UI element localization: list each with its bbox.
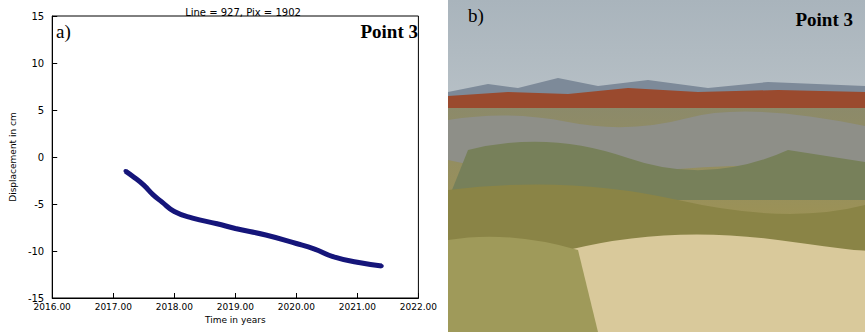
svg-text:0: 0 <box>38 152 44 163</box>
svg-text:b): b) <box>468 5 484 27</box>
svg-text:5: 5 <box>38 105 44 116</box>
svg-text:-5: -5 <box>34 199 44 210</box>
svg-text:2022.00: 2022.00 <box>400 302 437 312</box>
svg-text:15: 15 <box>31 11 44 22</box>
svg-text:Time in years: Time in years <box>204 315 266 325</box>
svg-text:Point 3: Point 3 <box>795 9 853 30</box>
svg-text:2019.00: 2019.00 <box>217 302 254 312</box>
svg-text:Displacement in cm: Displacement in cm <box>8 112 18 202</box>
svg-text:Line = 927, Pix = 1902: Line = 927, Pix = 1902 <box>185 7 301 18</box>
svg-text:2021.00: 2021.00 <box>339 302 376 312</box>
svg-text:2016.00: 2016.00 <box>34 302 71 312</box>
svg-text:a): a) <box>56 21 71 43</box>
svg-text:-10: -10 <box>28 246 44 257</box>
svg-text:2018.00: 2018.00 <box>156 302 193 312</box>
svg-text:-15: -15 <box>27 292 45 304</box>
svg-text:Point 3: Point 3 <box>360 21 418 42</box>
svg-text:2017.00: 2017.00 <box>95 302 132 312</box>
svg-text:10: 10 <box>31 58 44 69</box>
svg-text:2020.00: 2020.00 <box>278 302 315 312</box>
